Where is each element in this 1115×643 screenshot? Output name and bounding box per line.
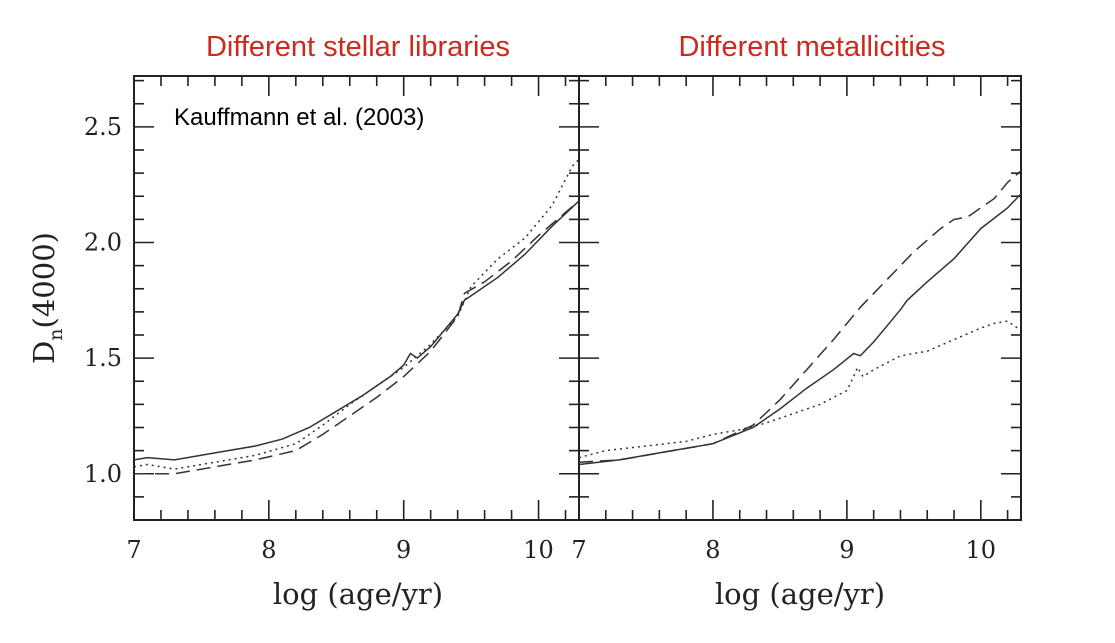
y-tick-label: 1.0	[84, 460, 122, 488]
panel-stellar-libraries: Different stellar libraries 7 8 9 10 1.0 1.5 2…	[27, 31, 580, 611]
plot-frame-left	[133, 75, 580, 521]
y-axis-label-rest: (4000)	[27, 232, 61, 328]
panel-title-metallicities: Different metallicities	[678, 31, 945, 63]
ticks-right: 7 8 9 10	[571, 76, 1021, 564]
series-group-left	[133, 158, 580, 475]
x-tick-label: 9	[839, 536, 854, 564]
y-axis-label-main: D	[27, 341, 61, 364]
x-axis-label-left: log (age/yr)	[273, 577, 443, 611]
plot-frame-right	[578, 75, 1022, 521]
series-line-dashed	[134, 200, 580, 475]
y-axis-label: Dn(4000)	[27, 232, 67, 364]
x-tick-label: 10	[966, 536, 997, 564]
panel-metallicities: Different metallicities 7 8 9 10 log (age/y…	[571, 31, 1022, 611]
panel-title-stellar-libraries: Different stellar libraries	[206, 31, 510, 63]
x-axis-label-right: log (age/yr)	[715, 577, 885, 611]
x-tick-label: 7	[126, 536, 141, 564]
x-tick-label: 8	[261, 536, 276, 564]
y-tick-label: 1.5	[84, 344, 122, 372]
x-tick-label: 10	[523, 536, 554, 564]
ticks-left: 7 8 9 10 1.0 1.5 2.0 2.5	[84, 76, 579, 564]
x-tick-label: 7	[571, 536, 586, 564]
y-tick-label: 2.5	[84, 113, 122, 141]
series-line-solid	[578, 193, 1022, 466]
series-line-solid	[133, 200, 580, 461]
series-line-dotted	[578, 320, 1022, 459]
y-axis-label-subscript: n	[45, 328, 67, 340]
series-line-dashed	[578, 170, 1022, 463]
series-group-right	[578, 170, 1022, 466]
series-line-dotted	[133, 158, 580, 470]
x-tick-label: 9	[396, 536, 411, 564]
y-tick-label: 2.0	[84, 229, 122, 257]
citation-annotation: Kauffmann et al. (2003)	[174, 104, 424, 131]
x-tick-label: 8	[705, 536, 720, 564]
